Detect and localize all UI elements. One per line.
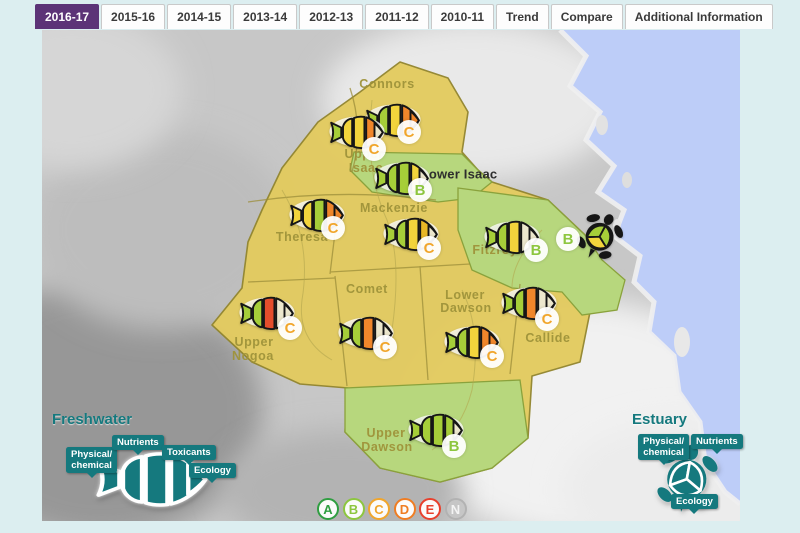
estuary-label-physical-chemical: Physical/ chemical [638, 434, 690, 465]
tab-2013-14[interactable]: 2013-14 [233, 4, 298, 29]
scale-grade-c: C [368, 498, 390, 520]
grade-badge-mackenzie: C [417, 236, 441, 260]
grade-badge-theresa: C [321, 216, 345, 240]
region-label-upper-dawson: Dawson [361, 440, 413, 454]
region-label-upper-nogoa: Upper [234, 335, 274, 349]
grade-badge-fitzroy: B [524, 238, 548, 262]
tab-2012-13[interactable]: 2012-13 [299, 4, 364, 29]
grade-badge-callide: C [535, 307, 559, 331]
tab-2014-15[interactable]: 2014-15 [167, 4, 232, 29]
scale-grade-a: A [317, 498, 339, 520]
grade-badge-comet: C [373, 335, 397, 359]
region-label-upper-isaac: Isaac [348, 161, 384, 175]
tab-2015-16[interactable]: 2015-16 [101, 4, 166, 29]
region-label-lower-dawson: Lower [445, 288, 485, 302]
freshwater-fish-icon [94, 448, 210, 513]
region-label-callide: Callide [525, 331, 571, 345]
region-label-upper-nogoa: Nogoa [232, 349, 274, 363]
region-label-lower-isaac: Lower Isaac [420, 166, 498, 182]
tab-bar: 2016-17 2015-16 2014-15 2013-14 2012-13 2011-… [35, 4, 773, 29]
estuary-legend-title: Estuary [632, 411, 688, 428]
freshwater-label-physical-chemical: Physical/ chemical [66, 447, 118, 478]
fish-marker-upper-dawson[interactable] [408, 411, 464, 453]
tab-2016-17[interactable]: 2016-17 [35, 4, 100, 29]
region-label-upper-dawson: Upper [366, 426, 406, 440]
freshwater-label-ecology: Ecology [189, 463, 236, 483]
estuary-label-ecology: Ecology [671, 494, 718, 514]
grade-badge-fitzroy-estuary: B [556, 227, 580, 251]
tab-2011-12[interactable]: 2011-12 [365, 4, 429, 29]
tab-additional-information[interactable]: Additional Information [624, 4, 773, 29]
grade-badge-upper-nogoa: C [278, 316, 302, 340]
region-label-comet: Comet [346, 282, 388, 296]
freshwater-legend-title: Freshwater [52, 411, 133, 428]
region-label-connors: Connors [359, 77, 415, 91]
scale-grade-n: N [444, 498, 467, 520]
grade-badge-lower-dawson: C [480, 344, 504, 368]
estuary-label-nutrients: Nutrients [691, 434, 743, 454]
scale-grade-d: D [393, 498, 416, 520]
region-label-theresa: Theresa [275, 230, 329, 244]
region-label-lower-dawson: Dawson [440, 301, 492, 315]
freshwater-label-toxicants: Toxicants [162, 445, 216, 465]
region-label-mackenzie: Mackenzie [360, 201, 428, 215]
grade-badge-upper-isaac: C [362, 137, 386, 161]
ocean [560, 30, 740, 504]
tab-compare[interactable]: Compare [550, 4, 623, 29]
scale-grade-b: B [342, 498, 365, 520]
grade-badge-lower-isaac: B [408, 178, 432, 202]
tab-trend[interactable]: Trend [496, 4, 549, 29]
grade-badge-connors: C [397, 120, 421, 144]
freshwater-label-nutrients: Nutrients [112, 435, 164, 455]
turtle-marker-fitzroy-estuary[interactable] [573, 209, 627, 268]
scale-grade-e: E [419, 498, 441, 520]
tab-2010-11[interactable]: 2010-11 [430, 4, 495, 29]
grade-badge-upper-dawson: B [442, 434, 466, 458]
